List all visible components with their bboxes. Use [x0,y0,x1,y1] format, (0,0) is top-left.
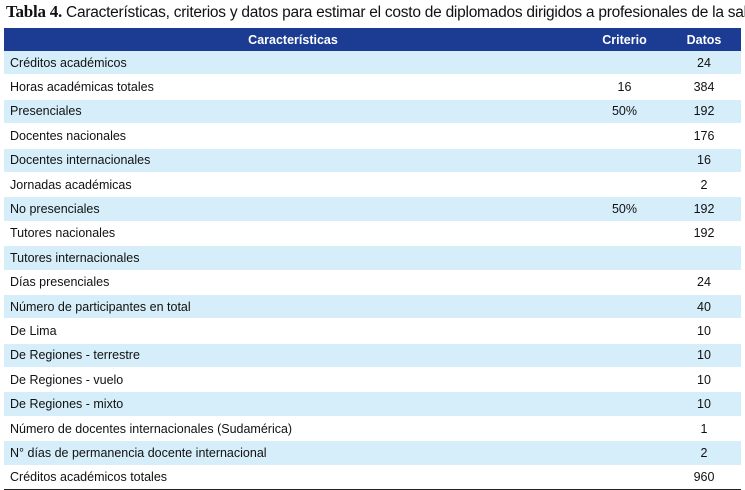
row-dato: 10 [667,343,741,369]
table-body: Créditos académicos 24 Horas académicas t… [4,51,741,490]
row-dato: 10 [667,391,741,417]
row-dato: 24 [667,51,741,76]
row-dato: 10 [667,318,741,344]
row-caracteristica: De Regiones - vuelo [4,367,582,393]
row-caracteristica: Número de docentes internacionales (Suda… [4,416,582,442]
table-caption: Tabla 4. Características, criterios y da… [6,3,745,22]
row-caracteristica: De Lima [4,318,582,344]
row-caracteristica: Tutores internacionales [4,245,582,271]
row-caracteristica: Jornadas académicas [4,172,582,198]
table-row: Docentes nacionales 176 [4,123,741,149]
table-row: De Regiones - terrestre 10 [4,343,741,369]
header-row: Características Criterio Datos [4,28,741,51]
row-criterio [582,148,667,173]
row-criterio [582,270,667,295]
table-row: De Regiones - vuelo 10 [4,367,741,393]
row-criterio [582,416,667,442]
row-criterio [582,318,667,344]
row-criterio [582,172,667,198]
row-dato: 384 [667,74,741,100]
row-caracteristica: Créditos académicos [4,51,582,76]
row-criterio [582,123,667,149]
table-row: Tutores nacionales 192 [4,221,741,247]
table-row: N° días de permanencia docente internaci… [4,440,741,466]
row-caracteristica: Número de participantes en total [4,294,582,320]
table-row: Jornadas académicas 2 [4,172,741,198]
row-criterio: 50% [582,196,667,222]
cost-table: Características Criterio Datos Créditos … [4,28,741,490]
row-dato: 960 [667,465,741,490]
row-caracteristica: De Regiones - terrestre [4,343,582,369]
row-caracteristica: No presenciales [4,196,582,222]
row-caracteristica: Días presenciales [4,270,582,295]
table-caption-label: Tabla 4. [6,2,62,21]
table-row: Créditos académicos 24 [4,51,741,76]
header-caracteristicas: Características [4,28,582,51]
table-caption-text: Características, criterios y datos para … [61,4,745,21]
row-caracteristica: Horas académicas totales [4,74,582,100]
header-datos: Datos [667,28,741,51]
table-row: De Lima 10 [4,318,741,344]
row-criterio: 16 [582,74,667,100]
row-dato: 16 [667,148,741,173]
row-dato: 2 [667,172,741,198]
row-criterio: 50% [582,99,667,125]
row-dato: 24 [667,270,741,295]
table-row: Número de participantes en total 40 [4,294,741,320]
table-row: De Regiones - mixto 10 [4,391,741,417]
row-criterio [582,221,667,247]
row-dato: 192 [667,99,741,125]
table-row: Número de docentes internacionales (Suda… [4,416,741,442]
row-caracteristica: Docentes internacionales [4,148,582,173]
row-criterio [582,294,667,320]
row-criterio [582,245,667,271]
row-criterio [582,343,667,369]
table-row: No presenciales 50% 192 [4,196,741,222]
row-caracteristica: Docentes nacionales [4,123,582,149]
row-dato: 192 [667,196,741,222]
row-criterio [582,391,667,417]
row-dato: 2 [667,440,741,466]
row-dato [667,245,741,271]
row-dato: 1 [667,416,741,442]
row-caracteristica: Presenciales [4,99,582,125]
row-caracteristica: N° días de permanencia docente internaci… [4,440,582,466]
row-dato: 40 [667,294,741,320]
row-criterio [582,51,667,76]
table-row: Presenciales 50% 192 [4,99,741,125]
row-caracteristica: Créditos académicos totales [4,465,582,490]
row-caracteristica: De Regiones - mixto [4,391,582,417]
table-row: Horas académicas totales 16 384 [4,74,741,100]
row-dato: 176 [667,123,741,149]
row-criterio [582,465,667,490]
table-header: Características Criterio Datos [4,28,741,51]
table-row: Días presenciales 24 [4,270,741,295]
table-row: Tutores internacionales [4,245,741,271]
row-dato: 10 [667,367,741,393]
table-row: Créditos académicos totales 960 [4,465,741,490]
row-criterio [582,440,667,466]
row-dato: 192 [667,221,741,247]
table-row: Docentes internacionales 16 [4,148,741,173]
header-criterio: Criterio [582,28,667,51]
row-criterio [582,367,667,393]
row-caracteristica: Tutores nacionales [4,221,582,247]
